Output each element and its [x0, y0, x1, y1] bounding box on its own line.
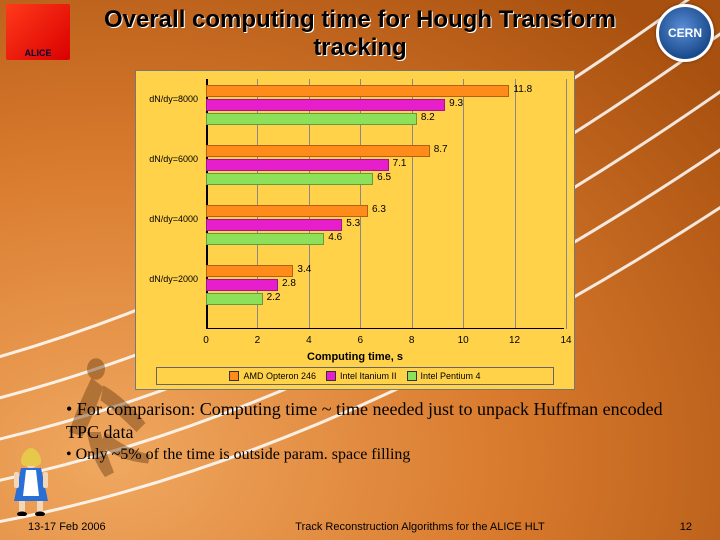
legend-item: AMD Opteron 246	[229, 371, 316, 381]
computing-time-chart: dN/dy=8000 11.8 9.3 8.2 dN/dy=6000 8.7 7.16.5 d…	[135, 70, 575, 390]
slide-title: Overall computing time for Hough Transfo…	[80, 6, 640, 61]
legend-item: Intel Itanium II	[326, 371, 397, 381]
x-tick-label: 8	[409, 335, 415, 346]
bar-row: 3.4	[206, 265, 566, 277]
x-tick-label: 12	[509, 335, 520, 346]
bar-value-label: 5.3	[346, 218, 360, 229]
bar	[206, 85, 509, 97]
legend-item: Intel Pentium 4	[407, 371, 481, 381]
x-tick-label: 10	[458, 335, 469, 346]
bar	[206, 145, 430, 157]
y-category-label: dN/dy=8000	[134, 94, 198, 104]
footer-date: 13-17 Feb 2006	[28, 521, 188, 533]
bar-value-label: 2.8	[282, 278, 296, 289]
bar-row: 8.2	[206, 113, 566, 125]
bar-row: 2.8	[206, 279, 566, 291]
bar-value-label: 6.5	[377, 172, 391, 183]
legend-swatch	[326, 371, 336, 381]
x-tick-label: 0	[203, 335, 209, 346]
bar	[206, 265, 293, 277]
bar-row: 2.2	[206, 293, 566, 305]
slide-footer: 13-17 Feb 2006 Track Reconstruction Algo…	[0, 521, 720, 534]
bar-row: 11.8	[206, 85, 566, 97]
bar-row: 4.6	[206, 233, 566, 245]
bar-value-label: 9.3	[449, 98, 463, 109]
legend-swatch	[229, 371, 239, 381]
bar-value-label: 8.2	[421, 112, 435, 123]
bar-value-label: 11.8	[513, 84, 532, 95]
bar-value-label: 4.6	[328, 232, 342, 243]
chart-legend: AMD Opteron 246 Intel Itanium II Intel Pen…	[156, 367, 554, 385]
bar	[206, 99, 445, 111]
bullet-list: • For comparison: Computing time ~ time …	[66, 398, 686, 465]
footer-title: Track Reconstruction Algorithms for the …	[188, 521, 652, 534]
x-tick-label: 6	[358, 335, 364, 346]
legend-label: Intel Pentium 4	[421, 371, 481, 381]
bar	[206, 219, 342, 231]
bar-value-label: 2.2	[267, 292, 281, 303]
plot-area: dN/dy=800011.89.38.2dN/dy=60008.77.16.5d…	[206, 79, 564, 329]
bar-row: 6.3	[206, 205, 566, 217]
y-category-label: dN/dy=2000	[134, 274, 198, 284]
x-tick-label: 2	[255, 335, 261, 346]
bar-value-label: 8.7	[434, 144, 448, 155]
bar	[206, 279, 278, 291]
bar	[206, 205, 368, 217]
legend-label: AMD Opteron 246	[243, 371, 316, 381]
y-category-label: dN/dy=6000	[134, 154, 198, 164]
alice-logo-label: ALICE	[25, 48, 52, 58]
bar	[206, 293, 263, 305]
gridline	[566, 79, 567, 329]
bar-row: 8.7	[206, 145, 566, 157]
x-tick-label: 14	[560, 335, 571, 346]
y-category-label: dN/dy=4000	[134, 214, 198, 224]
alice-cartoon-icon	[4, 446, 58, 516]
bar-row: 5.3	[206, 219, 566, 231]
x-axis-title: Computing time, s	[136, 351, 574, 363]
cern-logo-label: CERN	[668, 26, 702, 40]
bar	[206, 159, 389, 171]
bar-value-label: 3.4	[297, 264, 311, 275]
bar	[206, 113, 417, 125]
bar-row: 6.5	[206, 173, 566, 185]
bullet-1: • For comparison: Computing time ~ time …	[66, 398, 686, 443]
legend-label: Intel Itanium II	[340, 371, 397, 381]
bar	[206, 173, 373, 185]
x-tick-label: 4	[306, 335, 312, 346]
bar-value-label: 6.3	[372, 204, 386, 215]
legend-swatch	[407, 371, 417, 381]
bar-value-label: 7.1	[393, 158, 407, 169]
bar-row: 9.3	[206, 99, 566, 111]
alice-logo: ALICE	[6, 4, 70, 60]
bar	[206, 233, 324, 245]
cern-logo: CERN	[656, 4, 714, 62]
footer-page-number: 12	[652, 521, 692, 533]
bullet-2: • Only ~5% of the time is outside param.…	[66, 445, 686, 465]
bar-row: 7.1	[206, 159, 566, 171]
